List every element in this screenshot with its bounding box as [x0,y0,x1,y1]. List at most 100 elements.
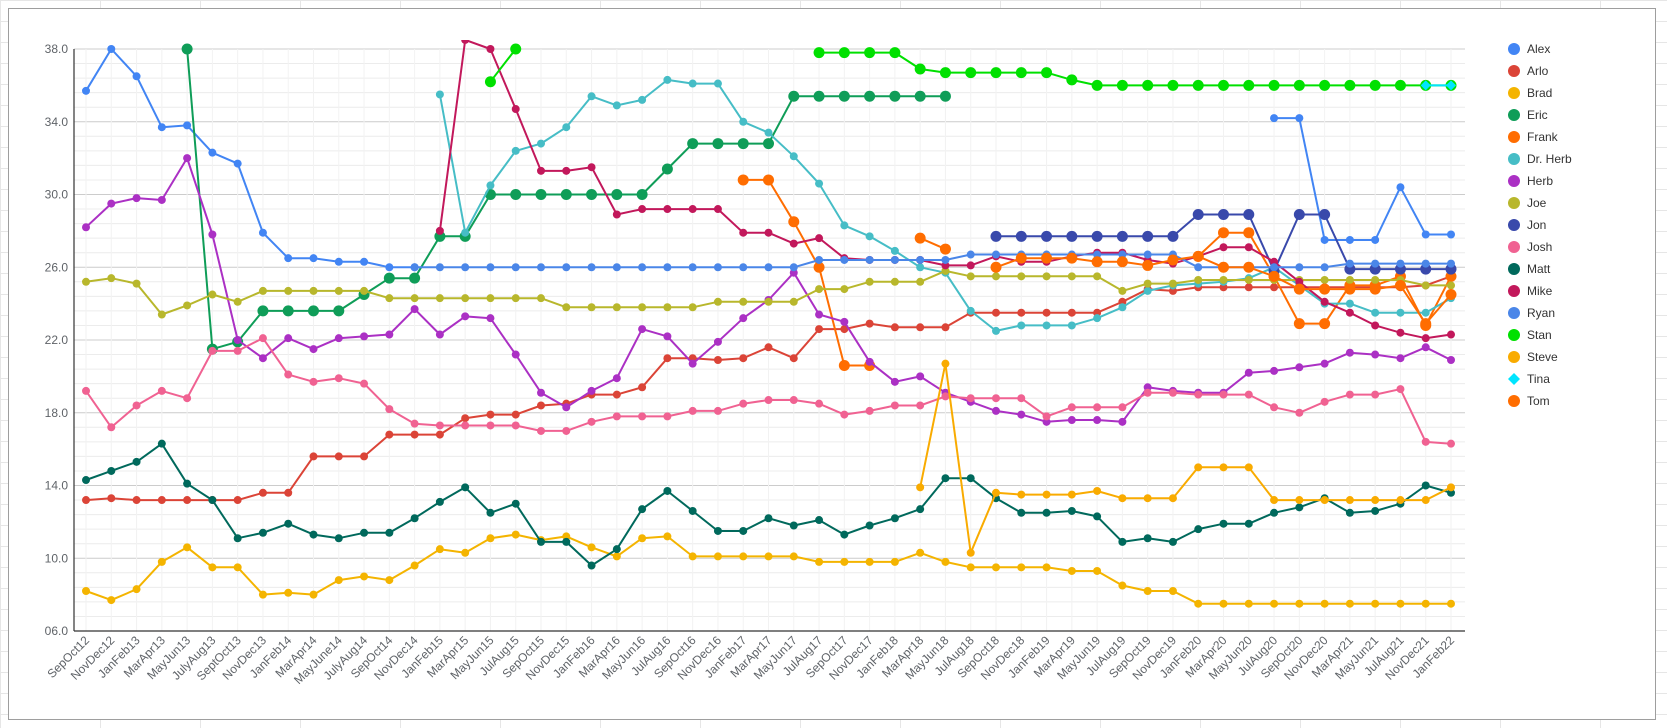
data-point-eric [788,90,800,102]
data-point-tom [1116,256,1128,268]
data-point-eric [282,305,294,317]
y-tick-label: 10.0 [45,551,69,565]
series-josh [82,334,1455,448]
data-point-matt [1371,506,1380,515]
data-point-alex [1295,114,1304,123]
data-point-matt [1194,525,1203,534]
data-point-joe [258,286,267,295]
data-point-herb [1345,348,1354,357]
data-point-brad [1295,599,1304,608]
data-point-josh [713,406,722,415]
data-point-eric [535,189,547,200]
data-point-brad [840,557,849,566]
data-point-brad [966,563,975,572]
data-point-dr-herb [562,123,571,132]
data-point-ryan [1421,259,1430,268]
data-point-matt [562,537,571,546]
data-point-herb [132,194,141,203]
data-point-brad [916,548,925,557]
data-point-josh [1345,390,1354,399]
data-point-herb [233,336,242,344]
data-point-alex [1371,235,1380,244]
data-point-josh [132,401,141,410]
data-point-joe [82,277,90,286]
data-point-joe [360,286,369,295]
data-point-brad [183,543,192,552]
data-point-alex [309,254,318,263]
data-point-stan [1344,79,1356,91]
legend-marker [1508,219,1520,231]
data-point-josh [208,346,217,355]
data-point-alex [107,45,116,53]
data-point-arlo [1244,283,1253,292]
data-point-dr-herb [688,79,697,88]
data-point-joe [1345,275,1354,284]
y-tick-label: 18.0 [45,406,69,420]
data-point-arlo [537,401,545,410]
data-point-mike [815,234,824,243]
data-point-steve [1168,494,1177,503]
data-point-herb [107,199,116,208]
legend-item-alex: Alex [1508,42,1550,56]
data-point-stan [990,67,1002,79]
data-point-eric [661,163,673,175]
data-point-matt [107,466,116,475]
data-point-brad [258,590,267,599]
data-point-matt [713,526,722,535]
data-point-steve [941,359,950,368]
data-point-mike [461,40,470,44]
data-point-matt [815,516,824,525]
data-point-dr-herb [840,221,849,230]
data-point-joe [1219,275,1228,284]
data-point-joe [865,277,874,286]
data-point-matt [82,476,90,485]
data-point-herb [992,406,1000,415]
data-point-josh [461,421,470,430]
data-point-josh [587,417,596,426]
data-point-josh [1017,394,1026,403]
data-point-josh [688,406,697,415]
data-point-brad [82,586,90,595]
data-point-herb [537,388,545,397]
data-point-ryan [663,263,672,272]
data-point-brad [688,552,697,561]
data-point-dr-herb [537,139,545,148]
data-point-joe [183,301,192,310]
legend-item-jon: Jon [1508,218,1546,232]
data-point-dr-herb [587,92,596,101]
data-point-mike [1244,243,1253,252]
data-point-mike [638,205,647,214]
data-point-josh [890,401,899,410]
data-point-mike [1371,321,1380,330]
data-point-eric [560,189,572,200]
data-point-brad [1042,563,1051,572]
data-point-mike [537,166,545,175]
legend-label: Joe [1527,196,1547,210]
data-point-herb [410,305,419,314]
data-point-brad [789,552,798,561]
data-point-herb [916,372,925,381]
data-point-dr-herb [1421,308,1430,317]
data-point-brad [739,552,748,561]
data-point-brad [486,534,495,543]
data-point-brad [360,572,369,581]
data-point-tom [1066,252,1078,264]
data-point-matt [410,514,419,523]
data-point-alex [1447,230,1455,239]
data-point-dr-herb [511,146,520,155]
data-point-arlo [764,343,773,352]
data-point-matt [258,528,267,537]
legend-label: Tom [1527,394,1550,408]
legend-item-brad: Brad [1508,86,1552,100]
legend-label: Frank [1527,130,1559,144]
data-point-eric [939,90,951,102]
data-point-herb [739,314,748,323]
data-point-arlo [840,325,849,334]
data-point-joe [461,294,470,303]
data-point-ryan [435,263,444,272]
data-point-stan [1394,79,1406,91]
data-point-ryan [1447,259,1455,268]
data-point-matt [1421,481,1430,490]
data-point-joe [1371,275,1380,284]
